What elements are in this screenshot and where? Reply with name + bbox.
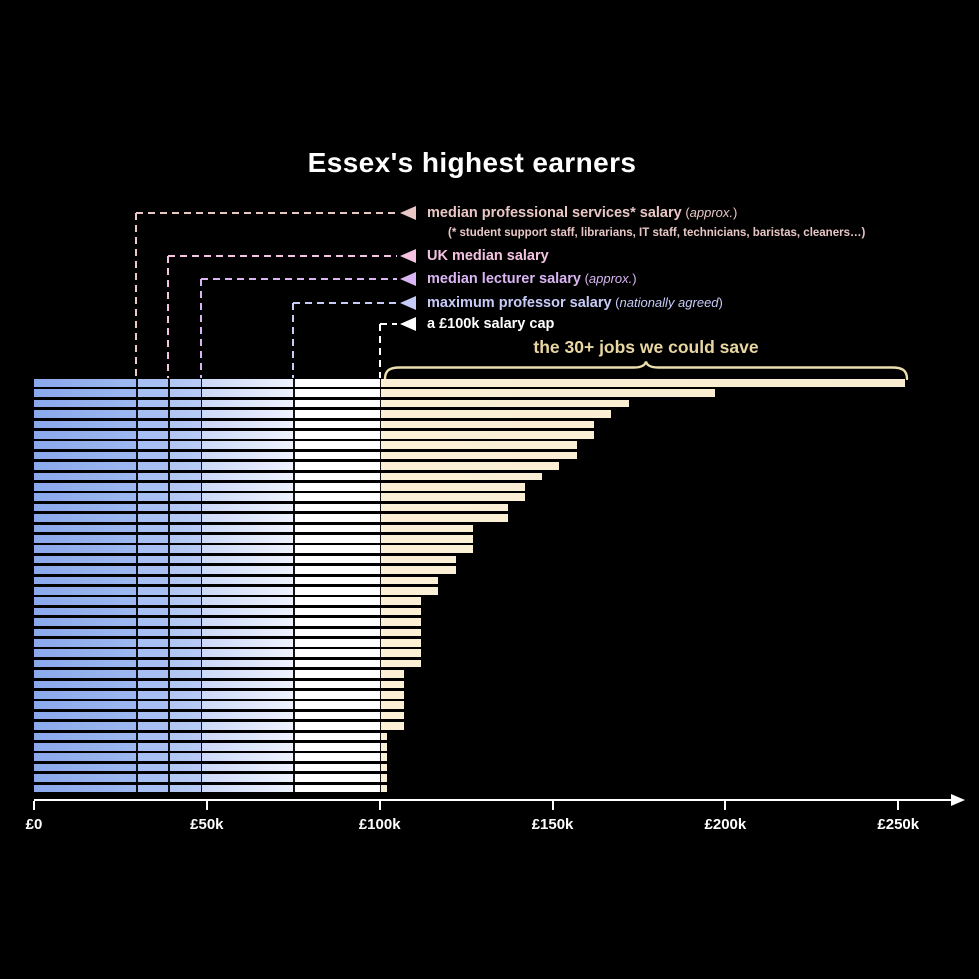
salary-bar [34,566,456,574]
left-arrow-icon [400,272,416,286]
salary-bar [34,784,387,793]
salary-bar [34,618,422,626]
reference-line-on-bars [379,379,382,793]
salary-bar [34,670,404,678]
annotation-dashed-line-h [292,302,397,304]
curly-brace [383,361,909,380]
salary-bar [34,524,474,533]
salary-bar [34,451,577,460]
x-axis-arrowhead [951,794,965,806]
reference-line-on-bars [135,379,138,793]
salary-bar [34,389,716,397]
annotation-dashed-line-h [168,255,397,257]
left-arrow-icon [400,249,416,263]
annotation-footnote: (* student support staff, librarians, IT… [448,227,866,239]
salary-bar [34,410,612,418]
annotation-dashed-line-v [378,324,381,378]
reference-line-on-bars [292,379,295,793]
salary-bar [34,576,439,585]
x-axis-tick-label: £50k [190,816,224,833]
annotation-label: median lecturer salary (approx.) [427,271,637,287]
annotation-dashed-line-h [379,323,397,325]
salary-bar [34,399,629,408]
x-axis-tick [378,801,381,810]
salary-bar [34,379,906,387]
annotation-dashed-line-v [134,213,137,378]
salary-bar [34,514,508,522]
reference-line-on-bars [200,379,203,793]
left-arrow-icon [400,296,416,310]
x-axis-tick [897,801,900,810]
salary-bar [34,545,474,553]
salary-bar [34,732,387,741]
x-axis-tick-label: £200k [704,816,747,833]
salary-bar [34,493,525,501]
x-axis-tick-label: £0 [25,816,43,833]
salary-bar [34,597,422,605]
annotation-dashed-line-v [167,256,170,378]
annotation-dashed-line-h [200,278,397,280]
salary-bar [34,659,422,668]
salary-bar [34,774,387,782]
salary-bar [34,483,525,491]
salary-bar [34,743,387,751]
left-arrow-icon [400,317,416,331]
x-axis-tick [33,801,35,810]
salary-bar [34,607,422,616]
x-axis-tick-label: £100k [358,816,401,833]
annotation-label: median professional services* salary (ap… [427,205,738,221]
salary-bar [34,691,404,699]
x-axis-tick-label: £150k [531,816,574,833]
annotation-label: maximum professor salary (nationally agr… [427,295,723,311]
x-axis-tick [724,801,727,810]
annotation-dashed-line-v [291,303,294,378]
x-axis-line [34,799,953,801]
brace-label: the 30+ jobs we could save [533,337,759,357]
salary-bar [34,639,422,647]
salary-bar [34,535,474,543]
salary-bar [34,462,560,470]
salary-bar [34,711,404,720]
salary-bar [34,628,422,637]
annotation-label: a £100k salary cap [427,316,555,332]
salary-bar [34,701,404,709]
chart-title: Essex's highest earners [307,147,637,178]
x-axis-tick-label: £250k [877,816,920,833]
x-axis-tick [205,801,208,810]
salary-bar [34,649,422,657]
salary-bar [34,753,387,761]
salary-bar [34,441,577,449]
annotation-dashed-line-h [135,212,397,214]
reference-line-on-bars [168,379,170,793]
left-arrow-icon [400,206,416,220]
salary-bar [34,680,404,689]
salary-bar [34,503,508,512]
salary-bar [34,763,387,772]
salary-bar [34,431,595,439]
x-axis-tick [551,801,554,810]
salary-bar [34,472,543,481]
annotation-label: UK median salary [427,248,549,264]
salary-bar [34,555,456,564]
salary-bar [34,420,595,429]
salary-bar [34,587,439,595]
salary-bar [34,722,404,730]
annotation-dashed-line-v [199,279,202,378]
